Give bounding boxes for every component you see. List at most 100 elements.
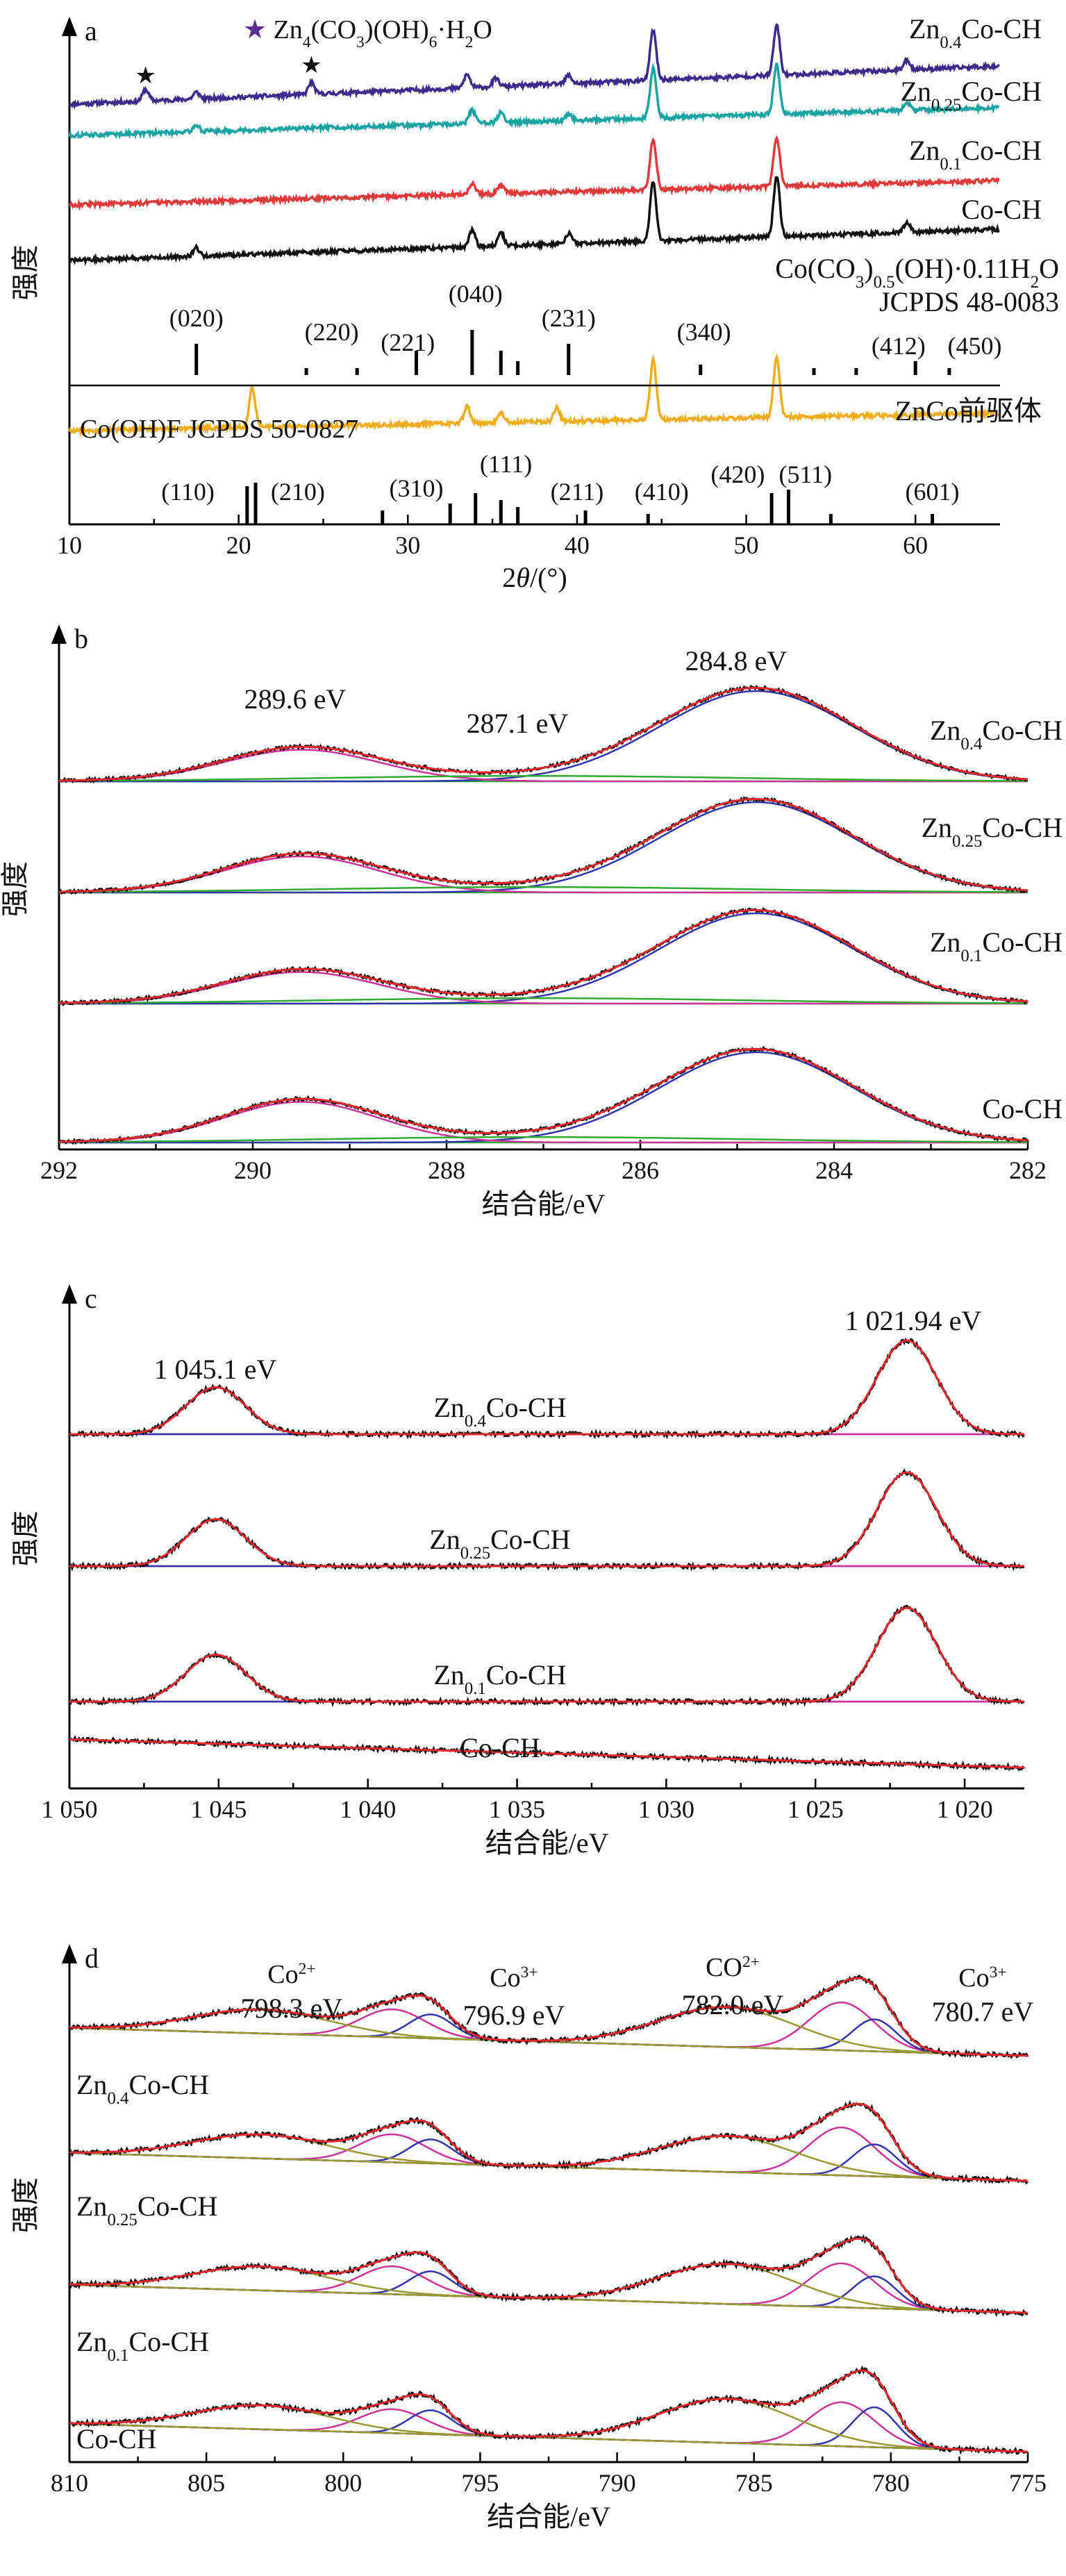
miller-index: (111) bbox=[480, 450, 532, 478]
fit-envelope bbox=[69, 1339, 1024, 1436]
x-tick-label: 775 bbox=[1009, 2469, 1047, 2497]
x-tick-label: 10 bbox=[57, 531, 82, 559]
reference-label: JCPDS 48-0083 bbox=[879, 286, 1059, 317]
raw-spectrum bbox=[68, 2234, 1028, 2318]
peak-annotation: 796.9 eV bbox=[463, 2000, 565, 2031]
miller-index: (231) bbox=[542, 304, 596, 332]
fit-component bbox=[59, 774, 1028, 782]
series-label: Zn0.1Co-CH bbox=[76, 2326, 209, 2365]
miller-index: (410) bbox=[635, 478, 689, 506]
panel-c: c 1 050 1 045 1 040 1 035 1 030 1 025 1 020 结合能/… bbox=[10, 1283, 1024, 1859]
xrd-series-line bbox=[68, 353, 1001, 438]
raw-spectrum bbox=[68, 2100, 1028, 2185]
series-label: Zn0.1Co-CH bbox=[930, 926, 1063, 965]
series-label: Zn0.25Co-CH bbox=[901, 76, 1042, 115]
peak-annotation: Co3+ bbox=[490, 1963, 538, 1993]
reference-label: Co(OH)F JCPDS 50-0827 bbox=[80, 415, 358, 444]
x-tick-label: 60 bbox=[903, 531, 928, 559]
x-tick-label: 30 bbox=[395, 531, 420, 559]
series-label: Zn0.25Co-CH bbox=[429, 1524, 570, 1563]
panel-letter: d bbox=[85, 1943, 99, 1974]
x-tick-label: 290 bbox=[234, 1156, 272, 1184]
xrd-series-line bbox=[68, 62, 1000, 140]
x-tick-label: 805 bbox=[188, 2469, 225, 2497]
legend-entry: ★ Zn4(CO3)(OH)6·H2O bbox=[243, 15, 492, 51]
panel-letter: a bbox=[85, 15, 97, 47]
miller-index: (420) bbox=[710, 460, 765, 488]
star-marker: ★ bbox=[135, 63, 156, 89]
fit-envelope bbox=[59, 687, 1028, 782]
fit-component bbox=[59, 1136, 1028, 1143]
fit-component bbox=[59, 997, 1028, 1004]
miller-index: (220) bbox=[305, 318, 359, 346]
series-label: ZnCo前驱体 bbox=[895, 395, 1042, 426]
miller-index: (040) bbox=[449, 280, 503, 308]
x-tick-label: 288 bbox=[428, 1156, 465, 1184]
fit-envelope bbox=[69, 2237, 1028, 2314]
series-label: Co-CH bbox=[961, 194, 1042, 225]
fit-component bbox=[59, 886, 1028, 893]
peak-annotation: 1 021.94 eV bbox=[845, 1305, 982, 1336]
fit-component bbox=[59, 1051, 1028, 1144]
fit-envelope bbox=[69, 1471, 1024, 1568]
y-axis-arrow bbox=[62, 17, 77, 36]
fit-envelope bbox=[69, 1977, 1028, 2057]
x-tick-label: 780 bbox=[872, 2469, 910, 2497]
y-axis-arrow bbox=[62, 1944, 77, 1963]
miller-index: (450) bbox=[947, 332, 1001, 360]
panel-a: a 10 20 30 40 50 60 2θ/(°) 强度 bbox=[10, 15, 1000, 593]
xrd-series-line bbox=[69, 176, 1000, 267]
peak-annotation: Co2+ bbox=[267, 1960, 315, 1989]
series-label: Co-CH bbox=[76, 2423, 157, 2454]
x-tick-label: 292 bbox=[40, 1156, 78, 1184]
fit-component bbox=[58, 749, 1028, 783]
peak-annotation: 284.8 eV bbox=[685, 645, 788, 676]
x-tick-label: 1 025 bbox=[788, 1795, 844, 1823]
peak-annotation: 1 045.1 eV bbox=[154, 1354, 277, 1385]
miller-index: (211) bbox=[551, 478, 604, 506]
x-tick-label: 1 020 bbox=[937, 1795, 993, 1823]
fit-component bbox=[58, 971, 1028, 1005]
peak-annotation: 798.3 eV bbox=[241, 1993, 343, 2024]
reference-label: Co(CO3)0.5(OH)·0.11H2O bbox=[775, 253, 1059, 292]
fit-component bbox=[69, 2126, 1028, 2182]
fit-component bbox=[69, 2143, 1028, 2182]
x-tick-label: 1 045 bbox=[190, 1795, 247, 1823]
panel-letter: b bbox=[74, 623, 88, 654]
fit-component bbox=[69, 2135, 1028, 2182]
miller-index: (020) bbox=[169, 304, 224, 332]
peak-annotation: 289.6 eV bbox=[244, 683, 347, 715]
fit-component bbox=[69, 2275, 1028, 2314]
series-label: Zn0.25Co-CH bbox=[922, 812, 1063, 851]
panel-b: b 292 290 288 286 284 282 结合能/eV 强度 bbox=[0, 623, 1047, 1220]
panel-d: d 810 805 800 795 790 785 780 775 结合能/eV 强度 bbox=[10, 1943, 1047, 2532]
series-label: Zn0.1Co-CH bbox=[909, 135, 1042, 174]
miller-index: (601) bbox=[906, 478, 960, 506]
series-label: Zn0.1Co-CH bbox=[433, 1659, 566, 1698]
fit-envelope bbox=[59, 909, 1028, 1004]
fit-component bbox=[69, 2409, 1028, 2453]
y-axis-label: 强度 bbox=[10, 245, 41, 301]
fit-component bbox=[59, 801, 1028, 894]
fit-component bbox=[69, 2408, 1028, 2453]
fit-envelope bbox=[59, 1048, 1028, 1143]
fit-envelope bbox=[69, 2369, 1028, 2453]
series-label: Zn0.4Co-CH bbox=[930, 715, 1063, 754]
peak-annotation: 780.7 eV bbox=[932, 1996, 1034, 2027]
star-marker: ★ bbox=[301, 53, 322, 78]
x-tick-label: 282 bbox=[1009, 1156, 1047, 1184]
series-label: Zn0.25Co-CH bbox=[76, 2191, 217, 2229]
miller-index: (210) bbox=[271, 478, 325, 506]
miller-index: (412) bbox=[872, 332, 926, 360]
fit-envelope bbox=[69, 1606, 1024, 1703]
peak-annotation: 287.1 eV bbox=[467, 708, 569, 739]
series-label: Zn0.4Co-CH bbox=[909, 13, 1042, 52]
peak-annotation: Co3+ bbox=[958, 1963, 1006, 1993]
x-tick-label: 20 bbox=[226, 531, 251, 559]
fit-envelope bbox=[69, 2102, 1028, 2182]
y-axis-label: 强度 bbox=[10, 1511, 41, 1566]
miller-index: (511) bbox=[778, 460, 832, 488]
x-tick-label: 810 bbox=[51, 2469, 88, 2497]
x-tick-label: 40 bbox=[565, 531, 590, 559]
x-tick-label: 1 050 bbox=[42, 1795, 98, 1823]
